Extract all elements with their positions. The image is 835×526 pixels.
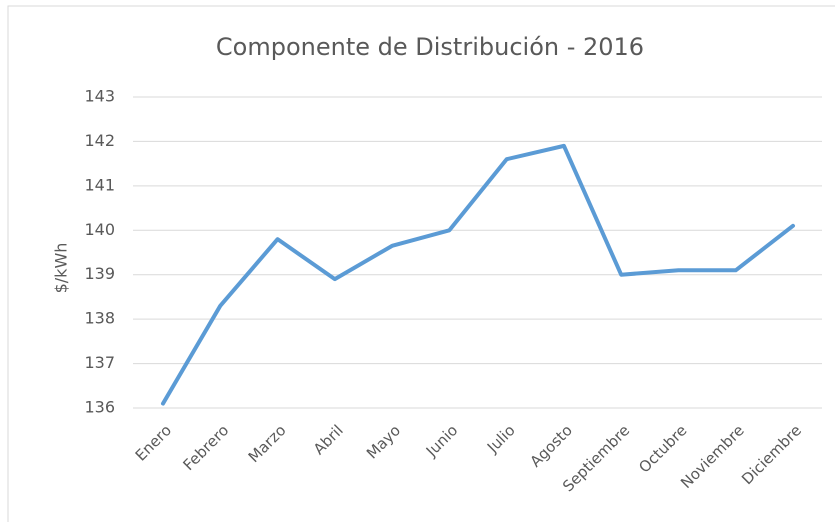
y-tick-label: 140 [84, 220, 115, 239]
chart-frame [7, 5, 835, 526]
y-tick-label: 136 [84, 398, 115, 417]
y-tick-label: 141 [84, 175, 115, 194]
y-tick-label: 142 [84, 131, 115, 150]
y-tick-label: 139 [84, 264, 115, 283]
y-tick-label: 137 [84, 353, 115, 372]
y-tick-label: 143 [84, 87, 115, 106]
y-tick-label: 138 [84, 309, 115, 328]
y-axis-label: $/kWh [52, 243, 71, 294]
chart-title: Componente de Distribución - 2016 [216, 33, 644, 61]
series-line [161, 143, 795, 406]
